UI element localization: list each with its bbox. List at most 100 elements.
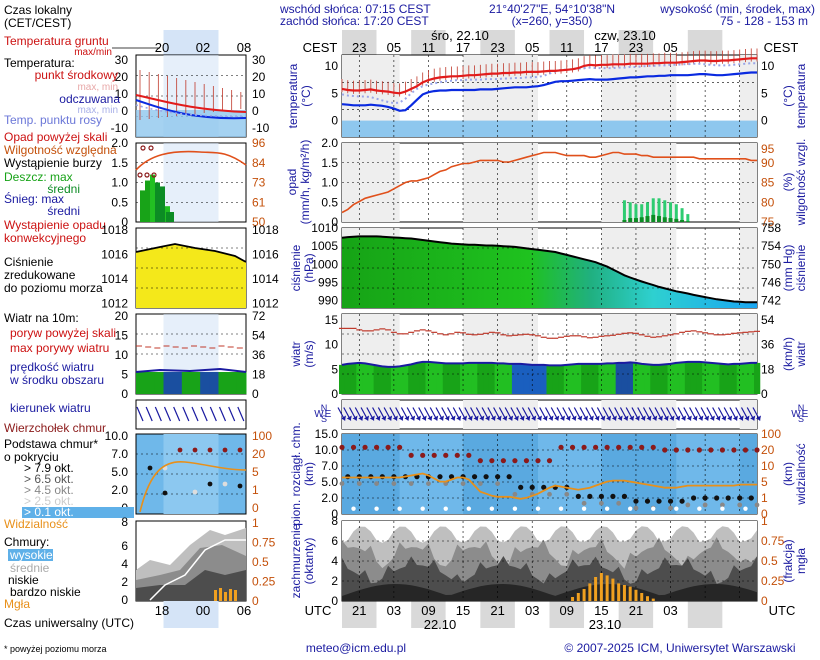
- wind-speed-bar: [690, 361, 697, 394]
- legend-clouds-line: [149, 539, 246, 601]
- footer-email: meteo@icm.edu.pl: [306, 641, 406, 655]
- fog-tick-right: 1: [761, 514, 768, 528]
- legend-wind-bar: [136, 372, 146, 394]
- wind-direction-head: [709, 415, 715, 421]
- precip-night-shade: [342, 143, 400, 222]
- legend-cloudbase-dot: [192, 447, 198, 453]
- cloud-base-dot-65: [460, 481, 466, 486]
- panel-ylabel-left: opad(mm/h, kg/m²/h): [285, 140, 312, 225]
- wind-tick-left: 5: [331, 362, 338, 376]
- wind-direction-head: [606, 415, 612, 421]
- wind-speed-bar: [609, 363, 617, 394]
- legend-time-hour: 02: [196, 40, 210, 55]
- visibility-tick-right: 20: [761, 443, 775, 457]
- bottom-hour-band: [445, 601, 481, 628]
- wind-direction-head: [623, 415, 629, 421]
- cloud-vlow-area: [342, 584, 757, 601]
- wind-speed-bar: [500, 363, 507, 394]
- cloud-base-dot-01: [674, 506, 679, 511]
- legend-okta-25: > 2.5 okt.: [24, 494, 74, 508]
- cloud-base-dot-01: [581, 506, 587, 511]
- fog-bar: [645, 596, 649, 601]
- cloud-top-dot: [420, 452, 426, 458]
- panel-ylabel-right: (km/h)wiatr: [781, 337, 808, 371]
- wind-direction-head: [681, 415, 687, 421]
- bottom-hour-band: [411, 601, 446, 628]
- legend-clouds-low: [136, 570, 246, 601]
- legend-direction-arrow: [237, 406, 245, 422]
- visibility-tick-right: 10: [761, 459, 775, 473]
- legend-wind-speed: prędkość wiatru w środku obszaru: [9, 360, 104, 387]
- temp-tick-right: 10: [761, 59, 775, 73]
- visibility-tick-right: 1: [761, 491, 768, 505]
- precip-tick-left: 1.0: [321, 176, 338, 190]
- wind-direction-head: [485, 415, 491, 421]
- cloud-top-dot: [731, 447, 737, 453]
- legend-okta-01: > 0.1 okt.: [24, 505, 74, 519]
- legend-pressure-tick-left: 1018: [101, 223, 128, 237]
- wind-speed-bar: [465, 362, 473, 394]
- precip-max-bar: [686, 214, 690, 222]
- clouds-tick-left: 4: [331, 554, 338, 568]
- legend-pressure-tick-right: 1018: [252, 223, 279, 237]
- wind-speed-bar: [632, 362, 640, 394]
- compass-e-right: E: [802, 409, 809, 420]
- compass-s-right: S: [798, 414, 804, 424]
- wind-direction-head: [410, 415, 416, 421]
- legend-cloudbase-tick-left: 5.0: [111, 465, 128, 479]
- wind-direction-head: [617, 415, 623, 421]
- elevation-title: wysokość (min, środek, max): [659, 2, 815, 16]
- legend-cloudbase-dot: [192, 489, 198, 495]
- precip-tick-left: 2.0: [321, 136, 338, 150]
- legend-wind-bar: [236, 372, 247, 394]
- legend-utc-night: [163, 601, 219, 628]
- precip-mid-bar: [657, 216, 662, 222]
- wind-speed-bar: [350, 363, 357, 394]
- wind-direction-head: [663, 415, 669, 421]
- cloud-top-dot: [500, 458, 506, 464]
- wind-direction-head: [473, 415, 479, 421]
- precip-mid-bar: [685, 221, 690, 222]
- wind-direction-head: [462, 415, 468, 421]
- wind-speed-bar: [471, 362, 478, 394]
- cloud-base-dot-01: [397, 506, 402, 511]
- legend-cloudbase-tick-left: 2.0: [111, 483, 128, 497]
- legend-wind-bar: [218, 372, 229, 394]
- legend-pressure-tick-right: 1016: [252, 248, 279, 262]
- cloud-base-dot: [575, 493, 581, 499]
- bottom-hour-label: 15: [594, 603, 608, 618]
- legend-wind-gust: poryw powyżej skali: [10, 326, 116, 340]
- legend-cloudbase-dot: [222, 447, 228, 453]
- cloud-top-dot: [489, 458, 495, 464]
- precip-max-bar: [645, 202, 649, 222]
- legend-direction-arrow: [200, 406, 208, 422]
- wind-speed-bar: [661, 364, 669, 394]
- bottom-hour-label: 03: [387, 603, 401, 618]
- temp-dewpoint-line: [341, 62, 757, 105]
- legend-precip-humidity: Wilgotność względna: [4, 143, 117, 157]
- legend-pressure-area: [136, 244, 246, 308]
- clouds-tick-left: 0: [331, 594, 338, 608]
- wind-direction-head: [548, 415, 554, 421]
- legend-time-title: Czas lokalny (CET/CEST): [4, 3, 72, 30]
- wind-direction-head: [421, 415, 427, 421]
- cloud-base-dot-65: [581, 500, 587, 506]
- cloud-base-dot: [483, 474, 489, 480]
- legend-pressure-tick-right: 1012: [252, 297, 279, 311]
- cloud-base-dot-65: [702, 502, 708, 508]
- legend-precip-rain-mid: średni: [47, 182, 80, 196]
- legend-wind-bar: [200, 372, 210, 394]
- grid-text: (x=260, y=350): [512, 14, 593, 28]
- dir-night-shade: [601, 400, 677, 429]
- legend-temp-dew: Temp. punktu rosy: [4, 113, 102, 127]
- fog-tick-right: 0.5: [761, 554, 778, 568]
- wind-speed-bar: [581, 363, 588, 394]
- legend-cloudbase-dot: [162, 490, 168, 496]
- legend-footnote: * powyżej poziomu morza: [4, 644, 107, 654]
- bottom-hour-band: [687, 601, 723, 628]
- legend-wind-bar: [154, 372, 164, 394]
- cloud-base-dot: [448, 474, 455, 480]
- wind-speed-bar: [569, 364, 576, 394]
- legend-storm-dot: [137, 172, 143, 178]
- precip-mid-bar: [651, 214, 656, 222]
